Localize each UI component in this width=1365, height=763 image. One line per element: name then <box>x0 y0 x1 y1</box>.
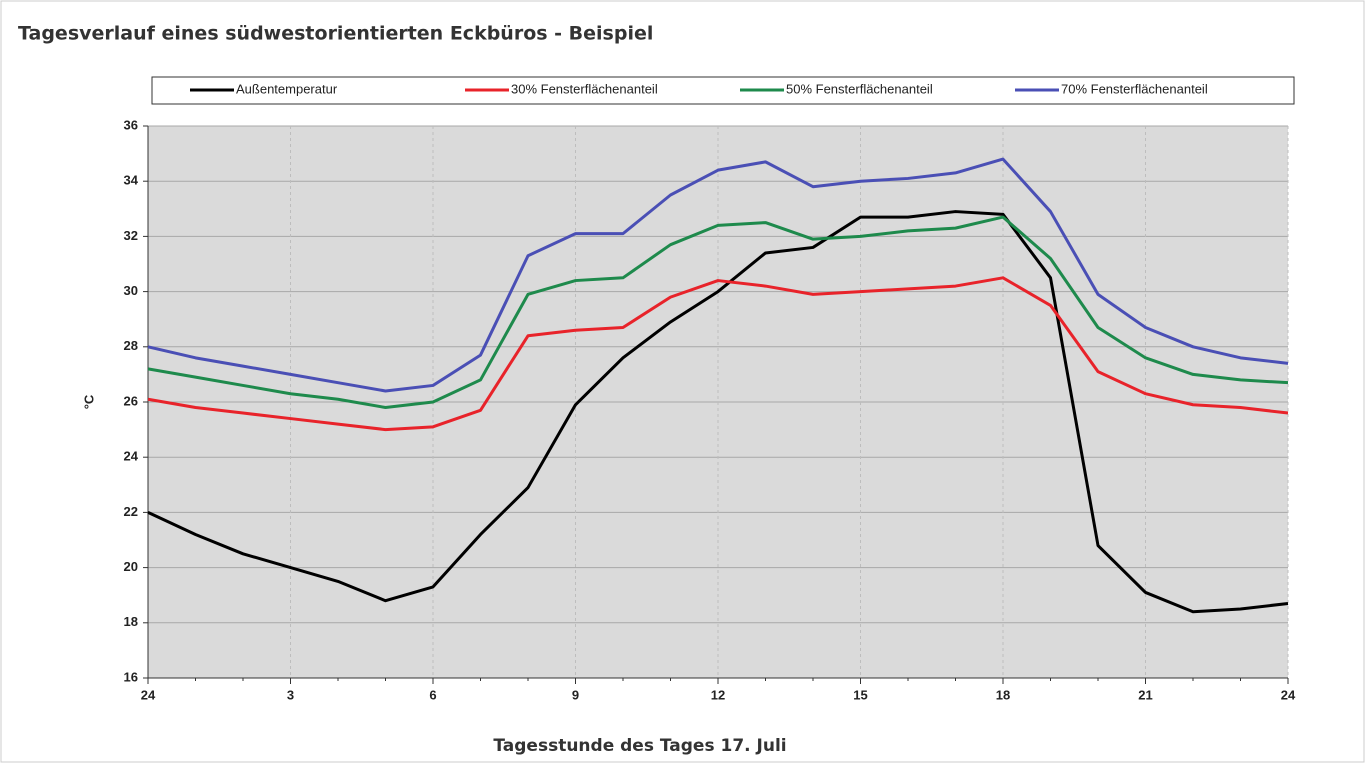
x-tick-label: 21 <box>1138 687 1152 702</box>
legend-label: 50% Fensterflächenanteil <box>786 81 933 96</box>
series-line <box>147 276 1289 432</box>
y-tick-label: 20 <box>124 559 138 574</box>
x-tick-label: 18 <box>996 687 1010 702</box>
series-line <box>147 215 1289 410</box>
y-tick-label: 22 <box>124 504 138 519</box>
x-tick-label: 9 <box>572 687 579 702</box>
y-tick-label: 36 <box>124 117 138 132</box>
y-tick-label: 30 <box>124 283 138 298</box>
y-tick-label: 34 <box>124 173 139 188</box>
series-line <box>147 157 1289 393</box>
y-tick-label: 18 <box>124 614 138 629</box>
x-tick-label: 6 <box>429 687 436 702</box>
x-tick-label: 3 <box>287 687 294 702</box>
chart-title: Tagesverlauf eines südwestorientierten E… <box>18 23 653 45</box>
y-tick-label: 24 <box>124 449 139 464</box>
x-tick-label: 12 <box>711 687 725 702</box>
y-tick-label: 26 <box>124 393 138 408</box>
legend-label: 70% Fensterflächenanteil <box>1061 81 1208 96</box>
x-axis-label: Tagesstunde des Tages 17. Juli <box>493 736 786 756</box>
series-line <box>147 210 1289 614</box>
legend-label: Außentemperatur <box>236 81 338 96</box>
y-tick-label: 16 <box>124 669 138 684</box>
y-tick-label: 28 <box>124 338 138 353</box>
legend-box <box>151 76 1295 105</box>
y-tick-label: 32 <box>124 228 138 243</box>
x-tick-label: 15 <box>853 687 867 702</box>
legend-label: 30% Fensterflächenanteil <box>511 81 658 96</box>
y-axis-label: °C <box>81 394 96 409</box>
x-tick-label: 24 <box>1281 687 1296 702</box>
x-tick-label: 24 <box>141 687 156 702</box>
